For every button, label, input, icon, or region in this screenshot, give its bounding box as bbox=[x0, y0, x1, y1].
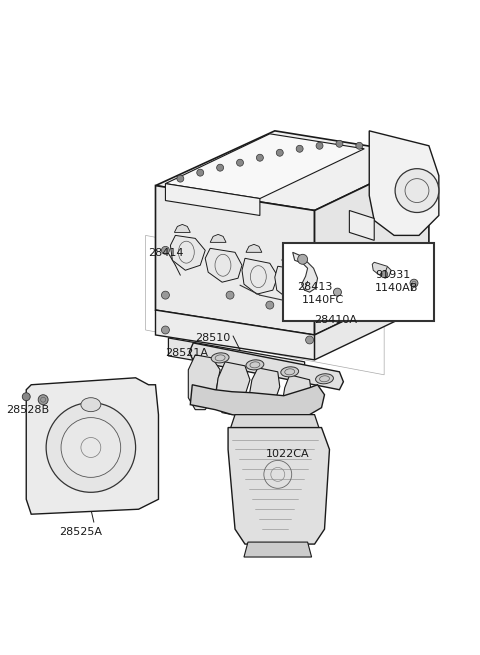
Polygon shape bbox=[215, 362, 250, 415]
Polygon shape bbox=[372, 262, 391, 278]
Polygon shape bbox=[369, 131, 439, 235]
Polygon shape bbox=[275, 267, 310, 300]
Circle shape bbox=[356, 142, 363, 149]
Circle shape bbox=[306, 336, 313, 344]
Ellipse shape bbox=[281, 367, 299, 377]
Ellipse shape bbox=[211, 353, 229, 363]
Text: 28410A: 28410A bbox=[314, 315, 358, 325]
Text: 28525A: 28525A bbox=[59, 527, 102, 537]
Polygon shape bbox=[189, 343, 343, 390]
Circle shape bbox=[334, 288, 341, 296]
Polygon shape bbox=[168, 338, 305, 380]
Circle shape bbox=[336, 140, 343, 147]
Circle shape bbox=[256, 154, 264, 161]
Circle shape bbox=[38, 395, 48, 405]
Circle shape bbox=[161, 326, 169, 334]
Ellipse shape bbox=[246, 360, 264, 370]
Polygon shape bbox=[230, 415, 320, 430]
Circle shape bbox=[237, 159, 243, 166]
Text: 28413: 28413 bbox=[297, 282, 332, 292]
Circle shape bbox=[306, 271, 313, 279]
Polygon shape bbox=[166, 183, 260, 215]
Circle shape bbox=[61, 418, 120, 477]
Text: 1140FC: 1140FC bbox=[301, 295, 344, 305]
Polygon shape bbox=[166, 134, 364, 198]
Polygon shape bbox=[293, 252, 318, 292]
Text: 28528B: 28528B bbox=[6, 405, 49, 415]
Polygon shape bbox=[314, 156, 429, 335]
Circle shape bbox=[395, 169, 439, 212]
Circle shape bbox=[161, 291, 169, 299]
Polygon shape bbox=[282, 252, 298, 260]
Circle shape bbox=[296, 145, 303, 152]
Polygon shape bbox=[316, 258, 333, 267]
Circle shape bbox=[306, 306, 313, 314]
Polygon shape bbox=[210, 234, 226, 242]
Polygon shape bbox=[242, 258, 278, 294]
Circle shape bbox=[161, 246, 169, 254]
Polygon shape bbox=[190, 384, 324, 420]
Text: 28510: 28510 bbox=[195, 333, 230, 343]
Ellipse shape bbox=[315, 374, 334, 384]
Circle shape bbox=[226, 291, 234, 299]
Text: 28521A: 28521A bbox=[166, 348, 208, 358]
Ellipse shape bbox=[81, 398, 101, 411]
Circle shape bbox=[381, 271, 388, 278]
Text: 1140AB: 1140AB bbox=[375, 283, 419, 293]
Text: 28414: 28414 bbox=[148, 248, 184, 258]
Circle shape bbox=[298, 254, 308, 264]
Polygon shape bbox=[205, 248, 242, 282]
Text: 91931: 91931 bbox=[375, 271, 410, 280]
Circle shape bbox=[46, 403, 136, 493]
Circle shape bbox=[316, 142, 323, 149]
Polygon shape bbox=[314, 280, 429, 360]
Polygon shape bbox=[26, 378, 158, 514]
Polygon shape bbox=[156, 185, 314, 335]
Polygon shape bbox=[248, 368, 280, 418]
Circle shape bbox=[177, 175, 184, 182]
Polygon shape bbox=[282, 375, 312, 422]
Circle shape bbox=[216, 164, 224, 171]
Polygon shape bbox=[170, 235, 205, 271]
Text: 1022CA: 1022CA bbox=[266, 449, 310, 459]
Circle shape bbox=[22, 393, 30, 401]
Polygon shape bbox=[349, 210, 374, 240]
Polygon shape bbox=[188, 355, 220, 409]
Circle shape bbox=[276, 149, 283, 157]
Circle shape bbox=[266, 301, 274, 309]
Polygon shape bbox=[156, 131, 429, 210]
Circle shape bbox=[410, 279, 418, 287]
Circle shape bbox=[197, 169, 204, 176]
Polygon shape bbox=[174, 225, 190, 233]
Polygon shape bbox=[244, 542, 312, 557]
Polygon shape bbox=[156, 310, 314, 360]
Bar bbox=[283, 244, 434, 321]
Polygon shape bbox=[246, 244, 262, 252]
Polygon shape bbox=[228, 428, 329, 544]
